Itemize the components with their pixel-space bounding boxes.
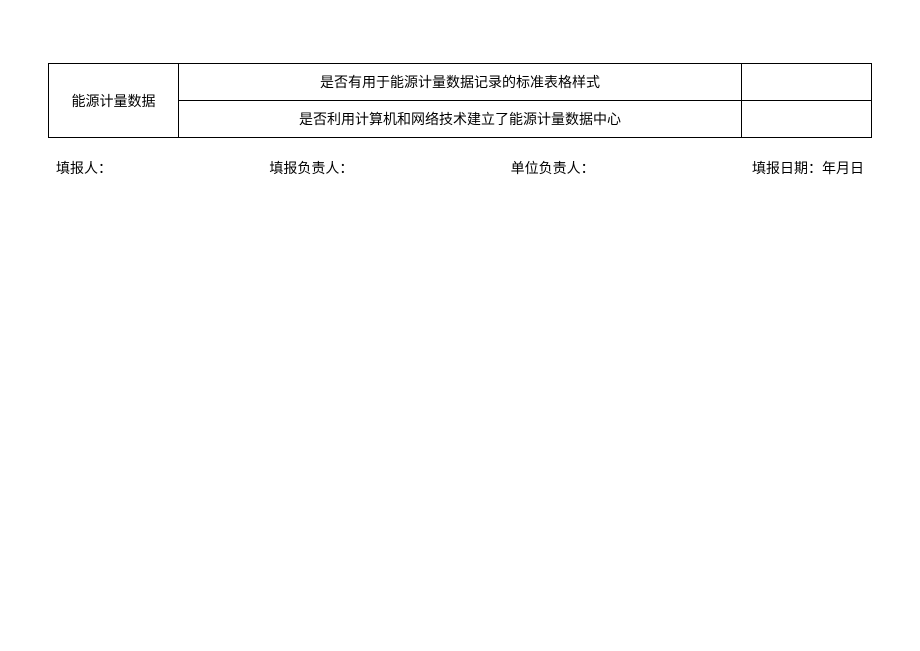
filler-label: 填报人： xyxy=(56,158,112,178)
filler-manager-label: 填报负责人： xyxy=(269,158,353,178)
answer-cell xyxy=(742,64,872,101)
fill-date-label: 填报日期：年月日 xyxy=(752,158,864,178)
answer-cell xyxy=(742,101,872,138)
row-header-cell: 能源计量数据 xyxy=(49,64,179,138)
table-row: 能源计量数据 是否有用于能源计量数据记录的标准表格样式 xyxy=(49,64,872,101)
question-cell: 是否有用于能源计量数据记录的标准表格样式 xyxy=(179,64,742,101)
footer-row: 填报人： 填报负责人： 单位负责人： 填报日期：年月日 xyxy=(48,158,872,178)
question-cell: 是否利用计算机和网络技术建立了能源计量数据中心 xyxy=(179,101,742,138)
unit-manager-label: 单位负责人： xyxy=(511,158,595,178)
form-table: 能源计量数据 是否有用于能源计量数据记录的标准表格样式 是否利用计算机和网络技术… xyxy=(48,63,872,138)
form-table-container: 能源计量数据 是否有用于能源计量数据记录的标准表格样式 是否利用计算机和网络技术… xyxy=(48,63,872,138)
